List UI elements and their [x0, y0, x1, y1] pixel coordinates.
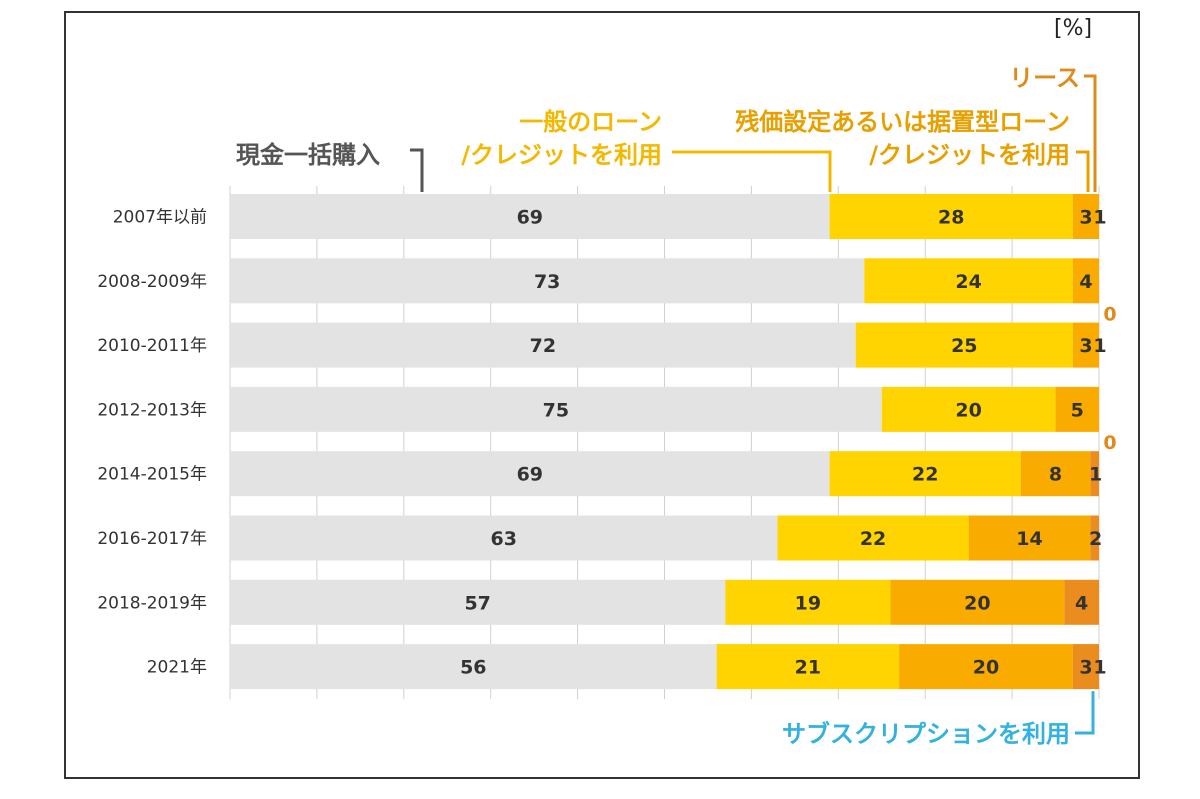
bar-segment: [855, 322, 1073, 368]
bars: [230, 194, 1099, 690]
value-label: 3: [1079, 335, 1092, 357]
chart-frame: [64, 11, 1140, 779]
value-label: 22: [912, 464, 938, 486]
bar-segment: [230, 386, 882, 432]
value-label: 1: [1093, 207, 1106, 229]
value-label: 8: [1049, 464, 1062, 486]
value-label: 24: [955, 271, 981, 293]
zero-value-label: 0: [1103, 303, 1116, 325]
value-label: 69: [517, 464, 543, 486]
legend-label: サブスクリプションを利用: [782, 720, 1070, 748]
bar-segment: [1090, 515, 1099, 561]
value-label: 4: [1075, 592, 1088, 614]
bar-segment: [230, 515, 778, 561]
value-label: 69: [517, 207, 543, 229]
value-label: 25: [951, 335, 977, 357]
value-label: 3: [1079, 207, 1092, 229]
leader-line: [1075, 691, 1095, 735]
legend-callouts: 現金一括購入 一般のローン/クレジットを利用 残価設定あるいは据置型ローン/クレジッ…: [236, 64, 1097, 748]
legend-label: 残価設定あるいは据置型ローン: [735, 108, 1070, 136]
leader-line: [1076, 150, 1090, 192]
bar-segment: [230, 451, 830, 497]
bar-segment: [1055, 386, 1099, 432]
value-label: 19: [795, 592, 821, 614]
legend-label: 現金一括購入: [236, 141, 380, 169]
leader-line: [672, 150, 832, 192]
bar-segment: [230, 579, 726, 625]
category-label: 2008-2009年: [97, 272, 207, 292]
category-label: 2016-2017年: [97, 529, 207, 549]
bar-segment: [230, 644, 717, 690]
legend-label: /クレジットを利用: [869, 141, 1070, 169]
value-label: 28: [938, 207, 964, 229]
bar-segment: [1020, 451, 1091, 497]
category-labels: 2007年以前 2008-2009年 2010-2011年 2012-2013年 201…: [97, 208, 207, 678]
bar-segment: [829, 451, 1021, 497]
value-label: 75: [543, 399, 569, 421]
bar-segment: [777, 515, 969, 561]
value-label: 14: [1016, 528, 1042, 550]
legend-label: 一般のローン: [519, 108, 662, 136]
value-label: 1: [1093, 335, 1106, 357]
bar-segment: [1090, 451, 1099, 497]
unit-label: [%]: [1054, 16, 1093, 41]
bar-segment: [890, 579, 1065, 625]
bar-segment: [1072, 322, 1099, 368]
value-label: 72: [530, 335, 556, 357]
value-label: 1: [1093, 657, 1106, 679]
zero-value-label: 0: [1103, 432, 1116, 454]
value-label: 57: [464, 592, 490, 614]
value-label: 21: [795, 657, 821, 679]
bar-segment: [230, 322, 856, 368]
category-label: 2018-2019年: [97, 593, 207, 613]
leader-line: [1084, 74, 1097, 192]
value-label: 63: [491, 528, 517, 550]
value-label: 20: [973, 657, 999, 679]
bar-segment: [716, 644, 900, 690]
legend-label: リース: [1009, 64, 1080, 92]
category-label: 2014-2015年: [97, 465, 207, 485]
value-label: 22: [860, 528, 886, 550]
value-labels: 69 28 3 173 24 472 25 3 175 20 569 22 8 163 22 14 257 19 2…: [460, 207, 1117, 679]
value-label: 2: [1089, 528, 1102, 550]
value-label: 1: [1089, 464, 1102, 486]
bar-segment: [725, 579, 891, 625]
leader-line: [410, 148, 424, 192]
bar-segment: [230, 194, 830, 239]
value-label: 73: [534, 271, 560, 293]
bar-segment: [881, 386, 1056, 432]
value-label: 20: [964, 592, 990, 614]
value-label: 3: [1079, 657, 1092, 679]
value-label: 56: [460, 657, 486, 679]
value-label: 5: [1071, 399, 1084, 421]
bar-segment: [1072, 258, 1099, 304]
bar-segment: [1072, 644, 1099, 690]
bar-segment: [899, 644, 1073, 690]
category-label: 2012-2013年: [97, 400, 207, 420]
category-label: 2007年以前: [113, 208, 207, 228]
bar-segment: [968, 515, 1091, 561]
bar-segment: [864, 258, 1073, 304]
legend-label: /クレジットを利用: [461, 141, 662, 169]
bar-segment: [230, 258, 865, 304]
bar-segment: [829, 194, 1073, 239]
value-label: 4: [1079, 271, 1092, 293]
bar-segment: [1064, 579, 1099, 625]
value-label: 20: [955, 399, 981, 421]
bar-segment: [1072, 194, 1099, 239]
category-label: 2021年: [147, 658, 207, 678]
category-label: 2010-2011年: [97, 336, 207, 356]
